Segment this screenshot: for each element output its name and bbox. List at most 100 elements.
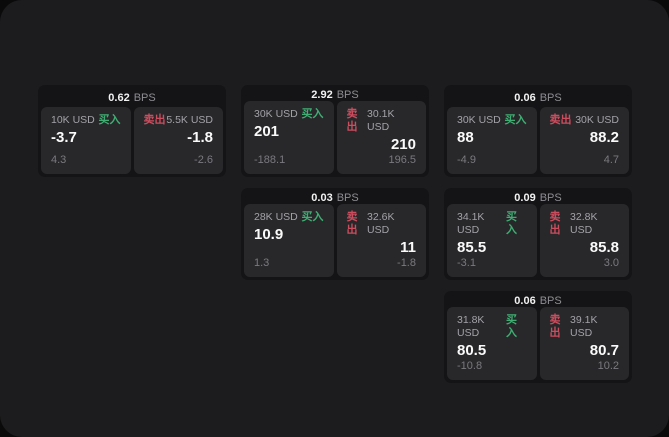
sell-tile[interactable]: 卖出 30.1K USD 210 196.5 xyxy=(336,101,426,174)
buy-delta: -3.1 xyxy=(457,257,476,269)
buy-amount: 31.8K USD xyxy=(457,314,485,339)
sell-label: 卖出 xyxy=(346,108,358,133)
sell-tile-top: 卖出 30.1K USD xyxy=(347,108,417,134)
quote-card-body: 34.1K USD 买入 85.5 -3.1 卖出 32.8K USD 85.8… xyxy=(447,204,629,277)
bps-header: 0.62 BPS xyxy=(41,88,223,107)
sell-price: -1.8 xyxy=(187,129,213,146)
buy-tile[interactable]: 30K USD 买入 201 -188.1 xyxy=(244,101,334,174)
quote-card: 0.03 BPS 28K USD 买入 10.9 1.3 卖出 32.6K US… xyxy=(241,188,429,280)
sell-tile[interactable]: 卖出 5.5K USD -1.8 -2.6 xyxy=(133,107,223,174)
buy-price: -3.7 xyxy=(51,129,77,146)
sell-tile[interactable]: 卖出 30K USD 88.2 4.7 xyxy=(539,107,629,174)
buy-price: 80.5 xyxy=(457,342,487,359)
sell-label: 卖出 xyxy=(143,114,166,126)
bps-value: 0.09 xyxy=(514,191,536,204)
quote-card-body: 28K USD 买入 10.9 1.3 卖出 32.6K USD 11 -1.8 xyxy=(244,204,426,277)
sell-delta: 196.5 xyxy=(388,154,416,166)
bps-header: 0.06 BPS xyxy=(447,88,629,107)
bps-value: 2.92 xyxy=(311,88,333,101)
sell-tile-top: 卖出 39.1K USD xyxy=(550,314,620,340)
buy-tile-top: 10K USD 买入 xyxy=(51,114,121,127)
bps-unit-label: BPS xyxy=(539,91,562,104)
quote-card-body: 10K USD 买入 -3.7 4.3 卖出 5.5K USD -1.8 -2.… xyxy=(41,107,223,174)
quote-card: 0.06 BPS 31.8K USD 买入 80.5 -10.8 卖出 39.1… xyxy=(444,291,632,383)
sell-label: 卖出 xyxy=(549,114,572,126)
quote-card: 0.09 BPS 34.1K USD 买入 85.5 -3.1 卖出 32.8K… xyxy=(444,188,632,280)
sell-tile-top: 卖出 32.6K USD xyxy=(347,211,417,237)
buy-tile[interactable]: 31.8K USD 买入 80.5 -10.8 xyxy=(447,307,537,380)
sell-amount: 30.1K USD xyxy=(367,108,395,133)
bps-unit-label: BPS xyxy=(336,191,359,204)
bps-unit-label: BPS xyxy=(539,294,562,307)
buy-price: 10.9 xyxy=(254,226,284,243)
sell-delta: 10.2 xyxy=(597,360,619,372)
sell-amount: 39.1K USD xyxy=(570,314,598,339)
buy-label: 买入 xyxy=(301,108,324,120)
buy-tile[interactable]: 30K USD 买入 88 -4.9 xyxy=(447,107,537,174)
sell-label: 卖出 xyxy=(549,314,561,339)
buy-tile-top: 34.1K USD 买入 xyxy=(457,211,527,237)
sell-tile-top: 卖出 30K USD xyxy=(550,114,620,127)
buy-amount: 28K USD xyxy=(254,211,298,223)
bps-unit-label: BPS xyxy=(133,91,156,104)
buy-delta: -4.9 xyxy=(457,154,476,166)
quote-card-body: 30K USD 买入 201 -188.1 卖出 30.1K USD 210 1… xyxy=(244,101,426,174)
quote-card: 0.06 BPS 30K USD 买入 88 -4.9 卖出 30K USD xyxy=(444,85,632,177)
quote-card-body: 30K USD 买入 88 -4.9 卖出 30K USD 88.2 4.7 xyxy=(447,107,629,174)
sell-tile-top: 卖出 32.8K USD xyxy=(550,211,620,237)
bps-value: 0.62 xyxy=(108,91,130,104)
buy-tile-top: 28K USD 买入 xyxy=(254,211,324,224)
sell-delta: 4.7 xyxy=(603,154,619,166)
sell-tile[interactable]: 卖出 32.8K USD 85.8 3.0 xyxy=(539,204,629,277)
sell-label: 卖出 xyxy=(346,211,358,236)
bps-header: 0.09 BPS xyxy=(447,191,629,204)
sell-label: 卖出 xyxy=(549,211,561,236)
sell-price: 80.7 xyxy=(589,342,619,359)
sell-amount: 5.5K USD xyxy=(166,114,213,126)
buy-price: 88 xyxy=(457,129,474,146)
bps-value: 0.03 xyxy=(311,191,333,204)
buy-amount: 30K USD xyxy=(254,108,298,120)
sell-price: 210 xyxy=(390,136,416,153)
sell-amount: 32.6K USD xyxy=(367,211,395,236)
buy-delta: -10.8 xyxy=(457,360,483,372)
buy-label: 买入 xyxy=(504,114,527,126)
quote-card-body: 31.8K USD 买入 80.5 -10.8 卖出 39.1K USD 80.… xyxy=(447,307,629,380)
buy-label: 买入 xyxy=(505,211,517,236)
buy-tile-top: 31.8K USD 买入 xyxy=(457,314,527,340)
bps-header: 2.92 BPS xyxy=(244,88,426,101)
sell-price: 85.8 xyxy=(589,239,619,256)
sell-tile[interactable]: 卖出 32.6K USD 11 -1.8 xyxy=(336,204,426,277)
sell-delta: -1.8 xyxy=(397,257,416,269)
buy-amount: 10K USD xyxy=(51,114,95,126)
sell-tile[interactable]: 卖出 39.1K USD 80.7 10.2 xyxy=(539,307,629,380)
sell-amount: 32.8K USD xyxy=(570,211,598,236)
buy-tile-top: 30K USD 买入 xyxy=(457,114,527,127)
sell-delta: 3.0 xyxy=(603,257,619,269)
bps-header: 0.03 BPS xyxy=(244,191,426,204)
buy-label: 买入 xyxy=(301,211,324,223)
buy-tile-top: 30K USD 买入 xyxy=(254,108,324,121)
bps-unit-label: BPS xyxy=(539,191,562,204)
buy-price: 85.5 xyxy=(457,239,487,256)
buy-tile[interactable]: 34.1K USD 买入 85.5 -3.1 xyxy=(447,204,537,277)
bps-header: 0.06 BPS xyxy=(447,294,629,307)
buy-price: 201 xyxy=(254,123,280,140)
buy-delta: 4.3 xyxy=(51,154,67,166)
bps-unit-label: BPS xyxy=(336,88,359,101)
sell-price: 11 xyxy=(400,239,416,256)
sell-tile-top: 卖出 5.5K USD xyxy=(144,114,214,127)
buy-delta: -188.1 xyxy=(254,154,286,166)
quote-card: 0.62 BPS 10K USD 买入 -3.7 4.3 卖出 5.5K USD xyxy=(38,85,226,177)
buy-label: 买入 xyxy=(98,114,121,126)
buy-amount: 34.1K USD xyxy=(457,211,485,236)
sell-delta: -2.6 xyxy=(194,154,213,166)
quote-card: 2.92 BPS 30K USD 买入 201 -188.1 卖出 30.1K … xyxy=(241,85,429,177)
bps-value: 0.06 xyxy=(514,91,536,104)
bps-value: 0.06 xyxy=(514,294,536,307)
buy-amount: 30K USD xyxy=(457,114,501,126)
buy-tile[interactable]: 28K USD 买入 10.9 1.3 xyxy=(244,204,334,277)
sell-amount: 30K USD xyxy=(575,114,619,126)
buy-tile[interactable]: 10K USD 买入 -3.7 4.3 xyxy=(41,107,131,174)
